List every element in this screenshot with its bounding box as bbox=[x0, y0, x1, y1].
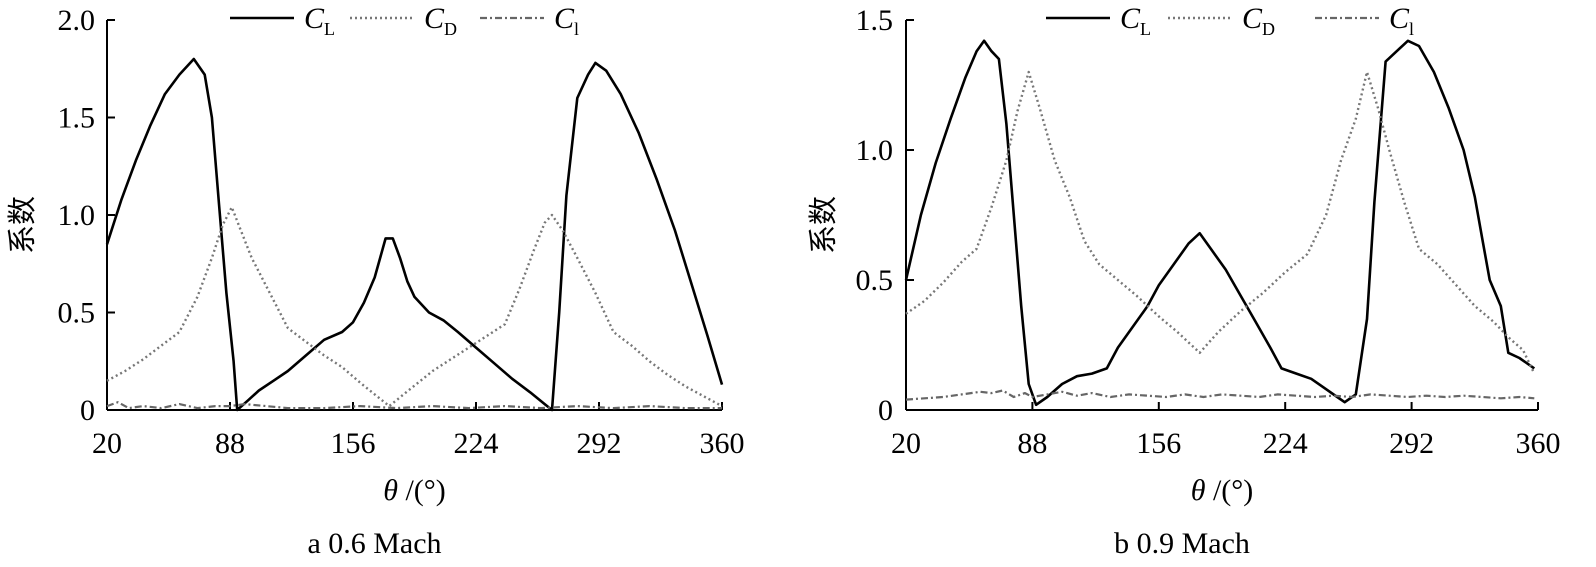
x-axis-label: θ /(°) bbox=[1191, 474, 1254, 507]
chart-caption: b 0.9 Mach bbox=[1114, 527, 1250, 560]
y-tick-label: 0 bbox=[80, 394, 95, 427]
chart-caption: a 0.6 Mach bbox=[307, 527, 441, 560]
x-tick-label: 156 bbox=[331, 427, 376, 460]
legend-label-D: CD bbox=[1242, 2, 1275, 39]
series-line-l bbox=[905, 389, 1535, 401]
legend-label-l: Cl bbox=[554, 2, 579, 39]
legend: CL CD Cl bbox=[1046, 2, 1414, 39]
y-axis-label: 系数 bbox=[806, 196, 840, 254]
y-tick-label: 0.5 bbox=[856, 264, 894, 297]
series-line-L bbox=[904, 39, 1536, 407]
x-tick-label: 88 bbox=[215, 427, 245, 460]
legend-label-L: CL bbox=[1120, 2, 1151, 39]
y-tick-label: 0 bbox=[878, 394, 893, 427]
y-axis-label: 系数 bbox=[5, 196, 39, 254]
x-tick-label: 224 bbox=[454, 427, 499, 460]
x-tick-label: 156 bbox=[1136, 427, 1181, 460]
x-tick-label: 360 bbox=[700, 427, 745, 460]
y-tick-label: 1.5 bbox=[856, 4, 894, 37]
x-tick-label: 292 bbox=[577, 427, 622, 460]
y-tick-label: 1.0 bbox=[856, 134, 894, 167]
legend-label-L: CL bbox=[304, 2, 335, 39]
series-line-D bbox=[905, 70, 1536, 375]
x-tick-label: 224 bbox=[1263, 427, 1308, 460]
x-tick-label: 20 bbox=[891, 427, 921, 460]
legend: CL CD Cl bbox=[230, 2, 579, 39]
x-tick-label: 360 bbox=[1516, 427, 1561, 460]
chart-panel-1: 0 0.5 1.0 1.5 2.0 20 88 156 224 292 360 系数 θ /(°) a 0… bbox=[5, 2, 745, 560]
y-tick-label: 1.5 bbox=[58, 102, 96, 135]
x-tick-label: 20 bbox=[92, 427, 122, 460]
y-tick-label: 2.0 bbox=[58, 4, 96, 37]
series-line-L bbox=[105, 57, 724, 412]
x-axis-label: θ /(°) bbox=[383, 474, 446, 507]
chart-panel-2: 0 0.5 1.0 1.5 20 88 156 224 292 360 系数 θ /(°) b 0.9 … bbox=[806, 2, 1561, 560]
x-tick-label: 88 bbox=[1017, 427, 1047, 460]
legend-label-l: Cl bbox=[1389, 2, 1414, 39]
series-line-D bbox=[106, 206, 723, 408]
y-tick-label: 1.0 bbox=[58, 199, 96, 232]
x-tick-label: 292 bbox=[1389, 427, 1434, 460]
series-line-l bbox=[106, 401, 722, 410]
legend-label-D: CD bbox=[424, 2, 457, 39]
y-tick-label: 0.5 bbox=[58, 297, 96, 330]
